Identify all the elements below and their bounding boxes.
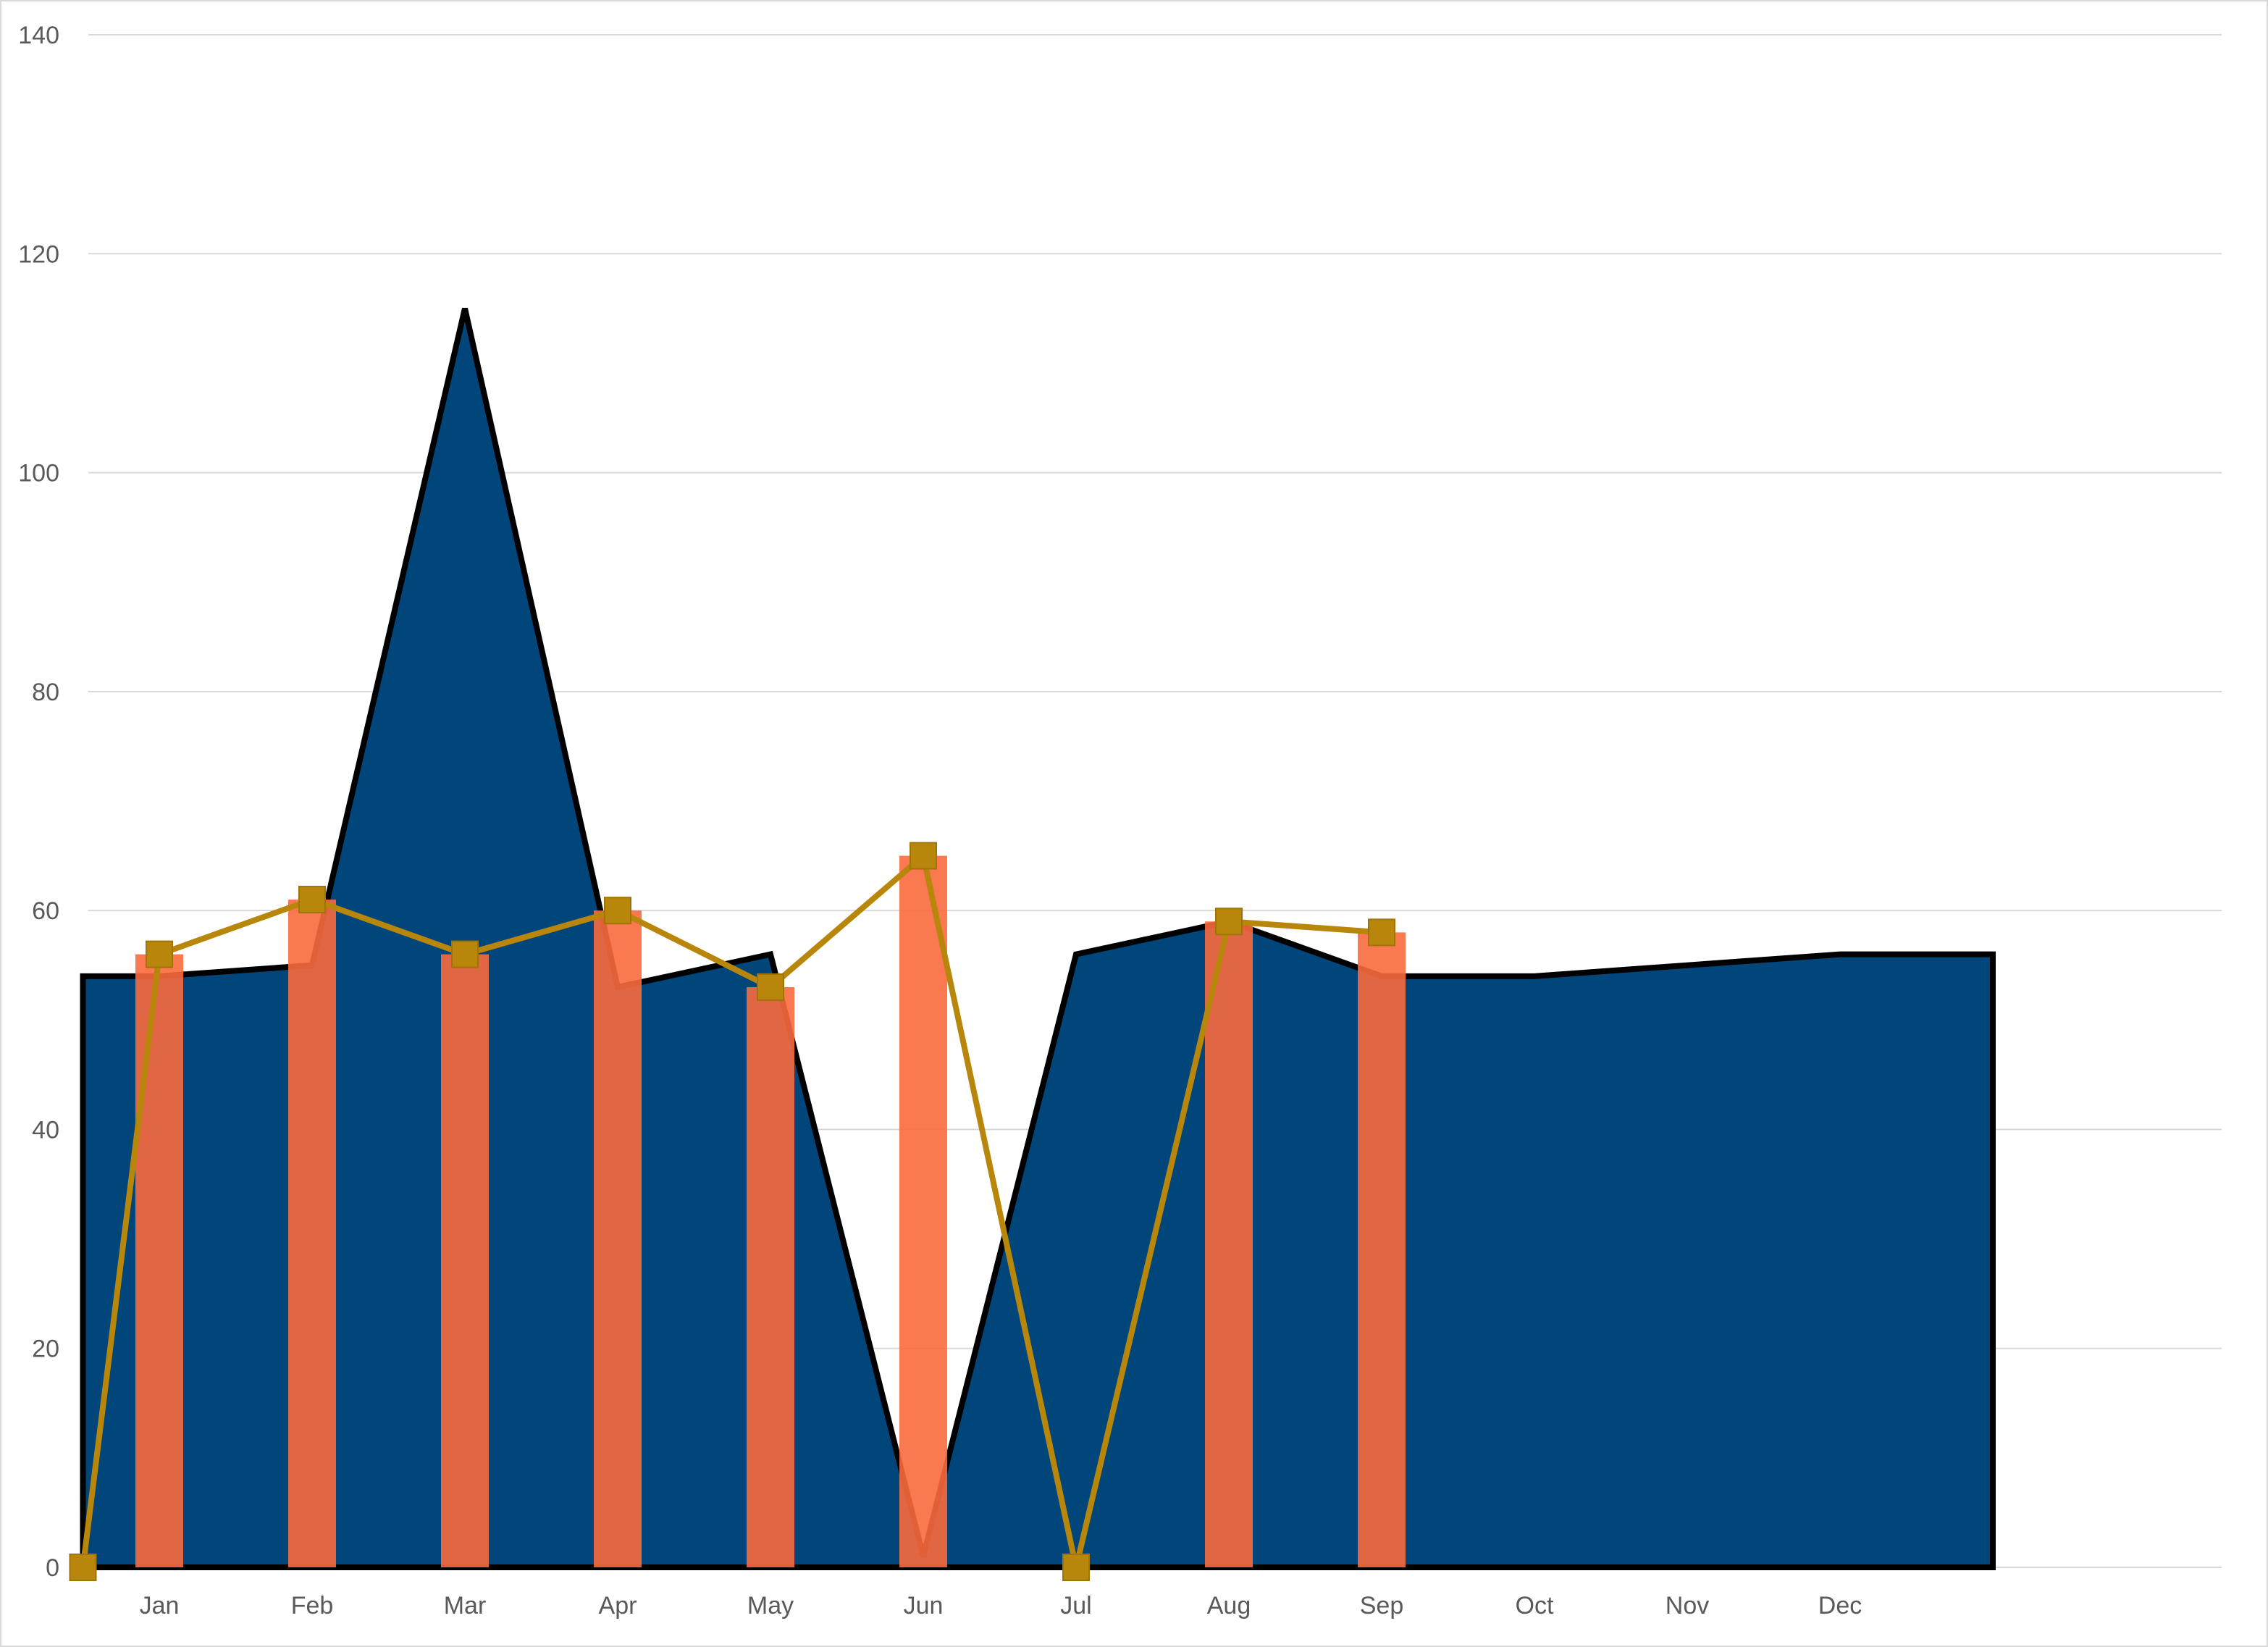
x-tick-label-oct: Oct bbox=[1516, 1592, 1554, 1619]
bar-jun bbox=[899, 855, 947, 1567]
line-marker bbox=[910, 842, 937, 870]
y-tick-label: 40 bbox=[32, 1116, 59, 1144]
bar-feb bbox=[288, 900, 336, 1567]
y-axis-ticks: 0 20 40 60 80 100 120 140 bbox=[18, 22, 59, 1582]
bar-series bbox=[135, 855, 1406, 1567]
area-shape bbox=[80, 307, 1996, 1570]
bar-apr bbox=[594, 910, 642, 1567]
y-tick-label: 20 bbox=[32, 1336, 59, 1363]
bar-sep bbox=[1358, 932, 1406, 1567]
line-marker bbox=[451, 940, 479, 968]
line-path bbox=[80, 852, 1382, 1570]
y-tick-label: 100 bbox=[18, 460, 59, 487]
line-marker bbox=[1368, 918, 1395, 947]
line-marker bbox=[1062, 1554, 1090, 1581]
line-marker bbox=[757, 973, 784, 1001]
x-axis-ticks: Jan Feb Mar Apr May Jun Jul Aug Sep Oct Nov Dec bbox=[140, 1592, 1862, 1619]
y-tick-label: 0 bbox=[46, 1554, 59, 1582]
area-series bbox=[80, 307, 1996, 1570]
line-marker bbox=[69, 1554, 97, 1581]
line-marker bbox=[604, 897, 631, 925]
x-tick-label-feb: Feb bbox=[291, 1592, 334, 1619]
bar-jan bbox=[135, 954, 183, 1567]
bar-may bbox=[747, 986, 794, 1567]
x-tick-label-sep: Sep bbox=[1360, 1592, 1404, 1619]
line-marker bbox=[146, 940, 173, 968]
y-tick-label: 140 bbox=[18, 22, 59, 49]
line-markers bbox=[69, 842, 1395, 1581]
bar-aug bbox=[1205, 921, 1253, 1567]
line-marker bbox=[1215, 908, 1243, 936]
line-marker bbox=[298, 886, 326, 914]
x-tick-label-jan: Jan bbox=[140, 1592, 180, 1619]
y-tick-label: 60 bbox=[32, 897, 59, 925]
x-tick-label-apr: Apr bbox=[599, 1592, 637, 1619]
x-tick-label-aug: Aug bbox=[1207, 1592, 1251, 1619]
bar-mar bbox=[441, 954, 489, 1567]
x-tick-label-jun: Jun bbox=[904, 1592, 944, 1619]
line-series bbox=[80, 852, 1382, 1570]
y-tick-label: 80 bbox=[32, 679, 59, 706]
x-tick-label-dec: Dec bbox=[1818, 1592, 1862, 1619]
x-tick-label-jul: Jul bbox=[1060, 1592, 1091, 1619]
x-tick-label-mar: Mar bbox=[444, 1592, 487, 1619]
y-tick-label: 120 bbox=[18, 240, 59, 268]
x-tick-label-nov: Nov bbox=[1666, 1592, 1709, 1619]
x-tick-label-may: May bbox=[747, 1592, 794, 1619]
